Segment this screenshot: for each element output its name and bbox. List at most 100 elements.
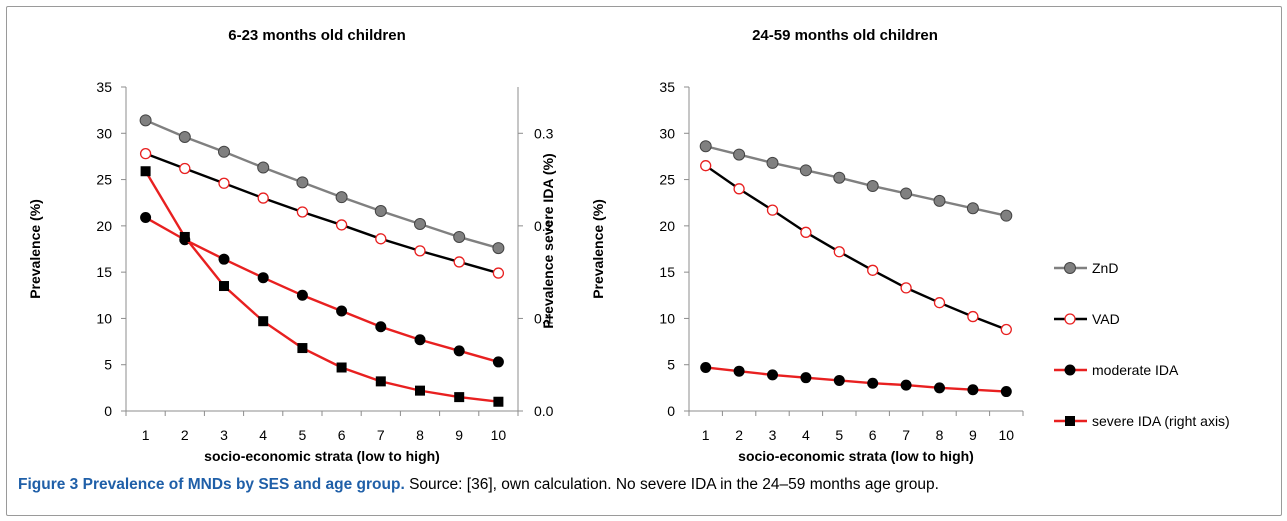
chart1-ytick-label: 10 [659,310,675,326]
chart0-ytick-label: 35 [96,79,112,95]
chart0-series-severe-ida-right-axis-point [493,396,504,407]
figure-frame [6,6,1282,516]
chart1-series-vad-point [833,246,845,258]
legend-item-label: moderate IDA [1092,362,1179,378]
chart0-x-axis-label: socio-economic strata (low to high) [204,448,440,464]
chart0-ytick-label: 5 [104,357,112,373]
chart1-xtick-label: 5 [835,427,843,443]
chart1-series-znd-point [866,180,879,193]
chart1-series-vad-line [705,164,1007,331]
chart1-series-moderate-ida-point [900,379,912,391]
chart1-series-vad-point [800,226,812,238]
chart1-series-znd-point [799,164,812,177]
chart1-series-vad-point [967,310,979,323]
chart0-series-znd-point [453,230,466,243]
chart0-series-moderate-ida-point [257,272,269,284]
chart0-y-axis-label: Prevalence (%) [27,199,43,299]
chart0-series-znd-line [145,119,499,250]
chart1-series-znd-point [1000,209,1013,222]
chart0-ytick-label: 0 [104,403,112,419]
legend-item-label: VAD [1092,311,1120,327]
chart0-series-vad-point [335,219,348,231]
chart0-series-vad-point [257,192,269,204]
chart0-series-vad-point [296,206,309,218]
legend-swatch-marker [1064,313,1076,325]
chart1-ytick-label: 15 [659,264,675,280]
chart1-series-znd-point [733,148,746,161]
chart1-ytick-label: 35 [659,79,675,95]
legend-swatch-marker [1065,416,1075,426]
chart1-series-znd-point [900,187,913,200]
legend-swatch-marker [1064,364,1076,376]
chart0-ytick-label: 20 [96,218,112,234]
chart0-series-severe-ida-right-axis-point [140,166,151,177]
chart1-xtick-label: 1 [702,427,710,443]
chart0-series-znd-point [335,191,348,204]
chart1-title: 24-59 months old children [752,27,938,44]
chart1-ytick-label: 30 [659,125,675,141]
chart0-series-severe-ida-right-axis-point [297,343,308,354]
chart0-y2tick-label: 0.2 [534,218,554,234]
chart1-xtick-label: 9 [969,427,977,443]
chart1-series-moderate-ida-point [967,384,979,396]
legend-swatch-marker [1064,262,1076,274]
chart1-ytick-label: 0 [667,403,675,419]
chart0-y2tick-label: 0.1 [534,310,554,326]
chart0-xtick-label: 3 [220,427,228,443]
chart0-series-moderate-ida-point [414,334,426,346]
chart1-series-znd-point [699,140,712,153]
chart0-y2tick-label: 0.0 [534,403,554,419]
chart1-series-moderate-ida-point [833,374,845,386]
chart0-series-moderate-ida-point [218,253,230,265]
chart0-xtick-label: 7 [377,427,385,443]
chart1-series-vad-point [733,183,745,195]
chart1-series-vad-point [700,160,712,172]
chart0-xtick-label: 5 [299,427,307,443]
chart0-xtick-label: 1 [142,427,150,443]
chart0-ytick-label: 25 [96,172,112,188]
chart0-series-vad-point [414,245,426,257]
chart0-series-moderate-ida-line [145,216,499,364]
chart0-y2-axis-label: Prevalence severe IDA (%) [540,153,556,328]
chart1-series-moderate-ida-point [934,382,945,394]
chart0-title: 6-23 months old children [228,27,406,44]
chart0-series-vad-line [145,152,499,275]
chart0-ytick-label: 30 [96,125,112,141]
chart0-series-znd-point [492,242,505,255]
chart0-y2tick-label: 0.3 [534,125,554,141]
chart1-series-moderate-ida-line [705,366,1007,393]
chart0-series-znd-point [414,218,426,231]
chart0-series-severe-ida-right-axis-point [454,392,465,403]
chart1-series-moderate-ida-point [733,365,745,377]
chart1-ytick-label: 25 [659,172,675,188]
chart1-xtick-label: 3 [769,427,777,443]
legend-item-label: ZnD [1092,260,1118,276]
chart0-series-severe-ida-right-axis-point [415,385,425,396]
legend-item-label: severe IDA (right axis) [1092,413,1230,429]
chart1-series-vad-point [867,264,879,276]
chart0-xtick-label: 6 [338,427,346,443]
chart1-series-vad-point [1000,323,1012,336]
chart1-ytick-label: 20 [659,218,675,234]
chart0-series-moderate-ida-point [492,356,504,368]
chart0-ytick-label: 10 [96,310,112,326]
chart0-series-vad-point [453,256,465,268]
figure-caption: Figure 3 Prevalence of MNDs by SES and a… [18,476,1268,494]
chart0-xtick-label: 2 [181,427,189,443]
chart0-series-vad-point [179,162,191,175]
chart0-series-vad-point [139,148,152,160]
chart0-series-znd-point [257,161,270,174]
chart0-series-moderate-ida-point [140,212,152,224]
chart1-ytick-label: 5 [667,357,675,373]
chart1-series-moderate-ida-point [800,372,812,384]
chart0-xtick-label: 10 [491,427,507,443]
chart0-series-severe-ida-right-axis-point [219,281,229,292]
chart0-series-severe-ida-right-axis-line [144,170,499,403]
chart0-series-moderate-ida-point [375,321,387,333]
chart0-series-severe-ida-right-axis-point [179,231,190,242]
chart1-y-axis-label: Prevalence (%) [590,199,606,299]
chart0-series-severe-ida-right-axis-point [375,376,386,387]
chart1-series-znd-point [766,156,779,169]
chart1-series-moderate-ida-point [1000,386,1012,398]
chart0-series-vad-point [218,177,230,189]
